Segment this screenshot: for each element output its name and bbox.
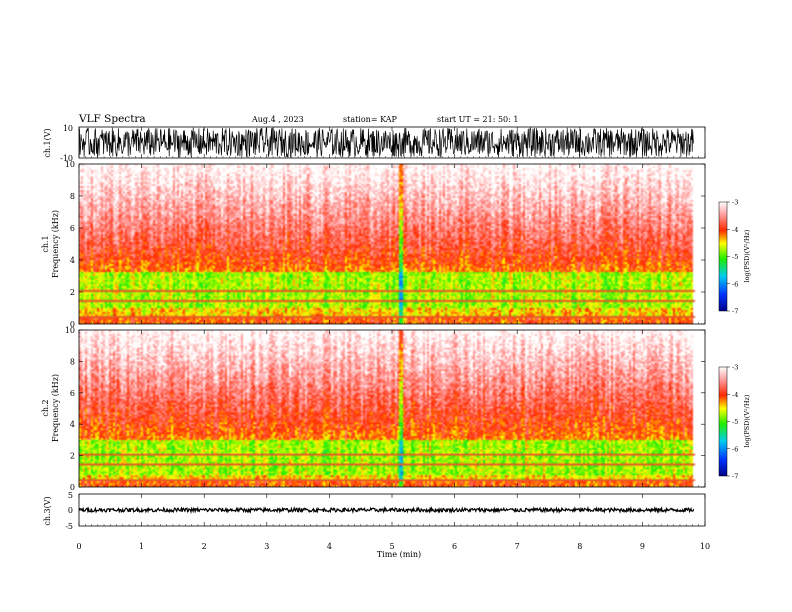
ch2-spectrogram-panel: 0 2 4 6 8 10 ch.2 Frequency (kHz) (41, 326, 706, 492)
ch1-colorbar: -3 -4 -5 -6 -7 log(PSD)(V²/Hz) (718, 199, 751, 316)
time-axis-label: Time (min) (377, 550, 421, 559)
ch3-waveform-ytick-mid: 0 (68, 506, 73, 515)
ch1-spectrogram-ylabel-frequency: Frequency (kHz) (51, 210, 60, 278)
time-tick-label: 7 (515, 542, 520, 551)
time-tick-label: 1 (139, 542, 144, 551)
freq-tick-label: 2 (70, 452, 75, 461)
figure-title: VLF Spectra (78, 113, 146, 125)
colorbar-tick-label: -4 (732, 226, 738, 234)
freq-tick-label: 6 (70, 389, 75, 398)
ch1-spectrogram-panel: 0 2 4 6 8 10 ch.1 Frequency (kHz) (41, 160, 706, 329)
freq-tick-label: 10 (65, 160, 75, 169)
freq-tick-label: 8 (70, 357, 75, 366)
time-axis: 0 1 2 3 4 5 6 7 8 9 10 (76, 127, 710, 551)
ch1-colorbar-gradient (718, 201, 728, 312)
colorbar-tick-label: -7 (732, 308, 738, 316)
colorbar-tick-label: -6 (732, 280, 738, 288)
freq-tick-label: 0 (70, 320, 75, 329)
start-time-label: start UT = 21: 50: 1 (437, 115, 518, 124)
time-tick-label: 5 (389, 542, 394, 551)
ch2-colorbar-label: log(PSD)(V²/Hz) (743, 394, 751, 447)
ch3-waveform-ylabel: ch.3(V) (43, 496, 52, 525)
freq-tick-label: 4 (70, 256, 75, 265)
ch2-colorbar: -3 -4 -5 -6 -7 log(PSD)(V²/Hz) (718, 364, 751, 481)
ch3-waveform-ytick-top: 5 (68, 491, 73, 500)
freq-tick-label: 0 (70, 483, 75, 492)
colorbar-tick-label: -6 (732, 445, 738, 453)
ch3-waveform-trace (78, 505, 695, 515)
freq-tick-label: 8 (70, 192, 75, 201)
ch2-spectrogram-image (79, 330, 705, 487)
colorbar-tick-label: -3 (732, 199, 738, 207)
colorbar-tick-label: -3 (732, 364, 738, 372)
ch3-waveform-ytick-bottom: -5 (65, 522, 73, 531)
ch2-spectrogram-ylabel-channel: ch.2 (41, 399, 50, 416)
time-tick-label: 9 (640, 542, 645, 551)
freq-tick-label: 10 (65, 326, 75, 335)
freq-tick-label: 6 (70, 224, 75, 233)
ch3-waveform-line (78, 505, 695, 515)
ch1-waveform-ytick-bottom: -10 (60, 154, 73, 163)
colorbar-tick-label: -4 (732, 391, 738, 399)
colorbar-tick-label: -7 (732, 473, 738, 481)
ch3-waveform-panel: 5 0 -5 ch.3(V) (43, 491, 706, 531)
station-label: station= KAP (343, 115, 398, 124)
ch1-waveform-ytick-top: 10 (63, 124, 73, 133)
ch1-spectrogram-ylabel-channel: ch.1 (41, 235, 50, 252)
time-tick-label: 6 (452, 542, 457, 551)
ch1-colorbar-label: log(PSD)(V²/Hz) (743, 229, 751, 282)
spectrogram-raster (79, 164, 705, 324)
time-tick-label: 0 (76, 542, 81, 551)
ch2-colorbar-gradient (718, 366, 728, 477)
ch1-waveform-ylabel: ch.1(V) (43, 128, 52, 157)
time-tick-label: 10 (700, 542, 710, 551)
ch2-spectrogram-ylabel-frequency: Frequency (kHz) (51, 374, 60, 442)
ch1-waveform-trace (78, 126, 695, 158)
ch1-waveform-line (78, 126, 695, 158)
date-label: Aug.4 , 2023 (251, 115, 304, 124)
time-tick-label: 2 (202, 542, 207, 551)
time-tick-label: 4 (327, 542, 332, 551)
colorbar-tick-label: -5 (732, 418, 738, 426)
ch1-spectrogram-image (79, 164, 705, 324)
freq-tick-label: 2 (70, 288, 75, 297)
time-tick-label: 8 (577, 542, 582, 551)
colorbar-tick-label: -5 (732, 253, 738, 261)
ch1-waveform-panel: 10 -10 ch.1(V) (43, 124, 706, 163)
spectrogram-raster (79, 330, 705, 487)
freq-tick-label: 4 (70, 420, 75, 429)
time-tick-label: 3 (264, 542, 269, 551)
